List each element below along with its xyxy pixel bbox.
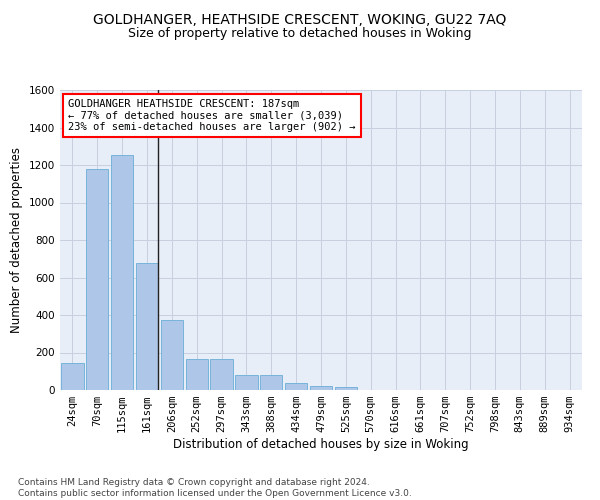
Bar <box>86 169 109 390</box>
Bar <box>111 154 133 390</box>
Bar <box>136 262 158 390</box>
Bar <box>185 358 208 390</box>
Bar <box>285 384 307 390</box>
Bar <box>335 387 357 390</box>
Bar <box>260 374 283 390</box>
Bar <box>61 363 83 390</box>
Text: Size of property relative to detached houses in Woking: Size of property relative to detached ho… <box>128 28 472 40</box>
X-axis label: Distribution of detached houses by size in Woking: Distribution of detached houses by size … <box>173 438 469 451</box>
Bar <box>235 374 257 390</box>
Text: Contains HM Land Registry data © Crown copyright and database right 2024.
Contai: Contains HM Land Registry data © Crown c… <box>18 478 412 498</box>
Bar <box>310 386 332 390</box>
Text: GOLDHANGER, HEATHSIDE CRESCENT, WOKING, GU22 7AQ: GOLDHANGER, HEATHSIDE CRESCENT, WOKING, … <box>94 12 506 26</box>
Bar <box>161 320 183 390</box>
Text: GOLDHANGER HEATHSIDE CRESCENT: 187sqm
← 77% of detached houses are smaller (3,03: GOLDHANGER HEATHSIDE CRESCENT: 187sqm ← … <box>68 99 355 132</box>
Y-axis label: Number of detached properties: Number of detached properties <box>10 147 23 333</box>
Bar <box>211 358 233 390</box>
